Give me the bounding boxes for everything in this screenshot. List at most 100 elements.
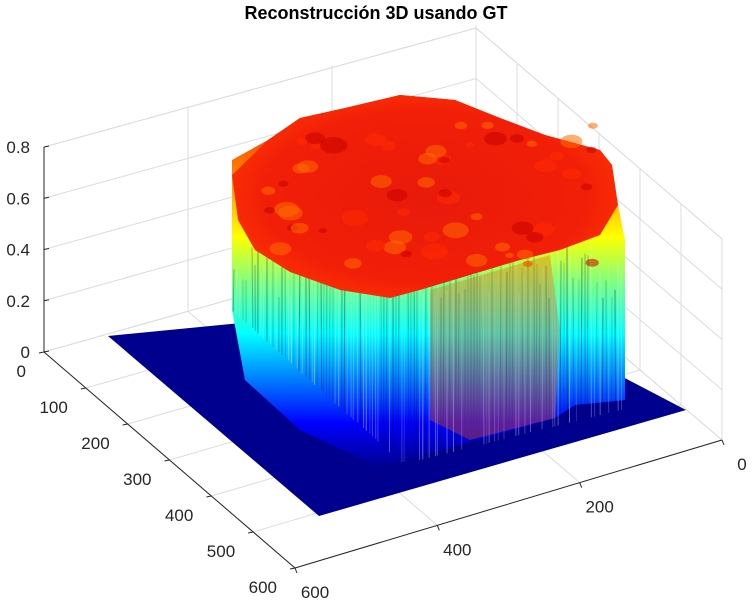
wall-streak xyxy=(328,287,331,399)
x-tick-mark xyxy=(579,482,583,488)
y-tick-mark xyxy=(164,459,170,462)
top-bump xyxy=(587,122,598,129)
wall-streak xyxy=(232,269,235,312)
top-bump xyxy=(465,253,488,267)
wall-streak xyxy=(508,244,511,438)
x-tick-mark xyxy=(436,525,440,531)
top-bump xyxy=(560,134,583,149)
x-tick-mark xyxy=(721,439,725,446)
wall-streak xyxy=(320,272,323,391)
wall-streak xyxy=(548,297,551,428)
wall-streak xyxy=(533,246,536,432)
top-bump xyxy=(388,230,413,245)
y-tick-label: 100 xyxy=(39,398,67,417)
top-bump xyxy=(319,137,348,154)
z-tick-mark xyxy=(43,145,50,148)
y-tick-mark xyxy=(80,387,86,390)
wall-streak xyxy=(593,296,596,417)
z-tick-mark xyxy=(43,196,50,199)
wall-streak xyxy=(397,293,400,461)
x-tick-label: 200 xyxy=(585,498,613,517)
wall-streak xyxy=(601,298,604,415)
y-tick-mark xyxy=(38,351,45,354)
wall-streak xyxy=(614,289,617,412)
wall-streak xyxy=(577,279,580,421)
top-bump xyxy=(278,205,303,221)
reconstructed-object xyxy=(232,95,625,468)
wall-streak xyxy=(559,260,562,425)
wall-streak xyxy=(580,257,583,420)
wall-streak xyxy=(418,283,421,461)
wall-streak xyxy=(287,256,290,361)
wall-streak xyxy=(482,265,485,445)
chart-title: Reconstrucción 3D usando GT xyxy=(244,3,507,23)
z-tick-mark xyxy=(43,248,50,250)
top-bump xyxy=(341,210,369,226)
wall-streak xyxy=(535,263,538,431)
y-tick-mark xyxy=(289,567,296,570)
wall-streak xyxy=(262,261,265,339)
top-bump xyxy=(481,121,494,130)
x-tick-label: 0 xyxy=(737,455,746,474)
top-bump xyxy=(505,252,514,259)
x-tick-mark xyxy=(294,567,298,574)
x-tick-label: 600 xyxy=(301,583,329,601)
top-bump xyxy=(425,144,447,158)
top-bump xyxy=(586,146,597,154)
top-bump xyxy=(509,134,525,143)
top-bump xyxy=(396,208,411,217)
wall-streak xyxy=(371,279,374,437)
y-tick-mark xyxy=(248,531,254,534)
wall-streak xyxy=(511,246,514,437)
wall-streak xyxy=(538,283,541,431)
wall-streak xyxy=(359,267,362,426)
top-bump xyxy=(454,121,468,130)
wall-streak xyxy=(352,271,355,420)
wall-streak xyxy=(595,282,598,416)
y-tick-label: 300 xyxy=(123,470,151,489)
top-bump xyxy=(580,183,593,191)
z-tick-label: 0 xyxy=(21,343,30,362)
wall-streak xyxy=(478,277,481,446)
top-bump xyxy=(494,242,511,252)
wall-streak xyxy=(374,270,377,439)
wall-streak xyxy=(457,293,460,451)
wall-streak xyxy=(269,276,272,345)
top-bump xyxy=(484,131,507,146)
wall-streak xyxy=(572,278,575,422)
top-bump xyxy=(365,239,386,252)
top-bump xyxy=(442,222,469,239)
z-tick-mark xyxy=(43,350,50,353)
top-bump xyxy=(420,243,449,260)
top-bump xyxy=(344,258,362,269)
wall-streak xyxy=(452,262,455,452)
y-tick-label: 400 xyxy=(165,506,193,525)
z-tick-label: 0.8 xyxy=(6,138,30,157)
wall-streak xyxy=(436,256,439,456)
y-tick-mark xyxy=(122,423,128,426)
wall-streak xyxy=(485,250,488,444)
wall-streak xyxy=(551,258,554,428)
top-bump xyxy=(386,188,408,202)
top-bump xyxy=(516,249,533,260)
top-bump xyxy=(438,156,450,164)
top-bump xyxy=(370,175,392,188)
wall-streak xyxy=(442,273,445,455)
wall-streak xyxy=(434,295,437,457)
object-notch-shade xyxy=(430,255,560,440)
z-tick-label: 0.2 xyxy=(6,292,30,311)
y-tick-label: 500 xyxy=(207,542,235,561)
wall-streak xyxy=(235,266,238,315)
top-bump xyxy=(278,180,289,187)
top-bump xyxy=(417,177,435,188)
z-tick-labels: 0 0.2 0.4 0.6 0.8 xyxy=(6,138,50,362)
top-bump xyxy=(296,137,308,145)
top-bump xyxy=(549,151,565,161)
wall-streak xyxy=(620,273,623,410)
y-tick-label: 0 xyxy=(17,362,26,381)
x-tick-labels: 0 200 400 600 xyxy=(294,439,747,601)
wall-streak xyxy=(356,279,359,423)
y-tick-label: 200 xyxy=(81,434,109,453)
